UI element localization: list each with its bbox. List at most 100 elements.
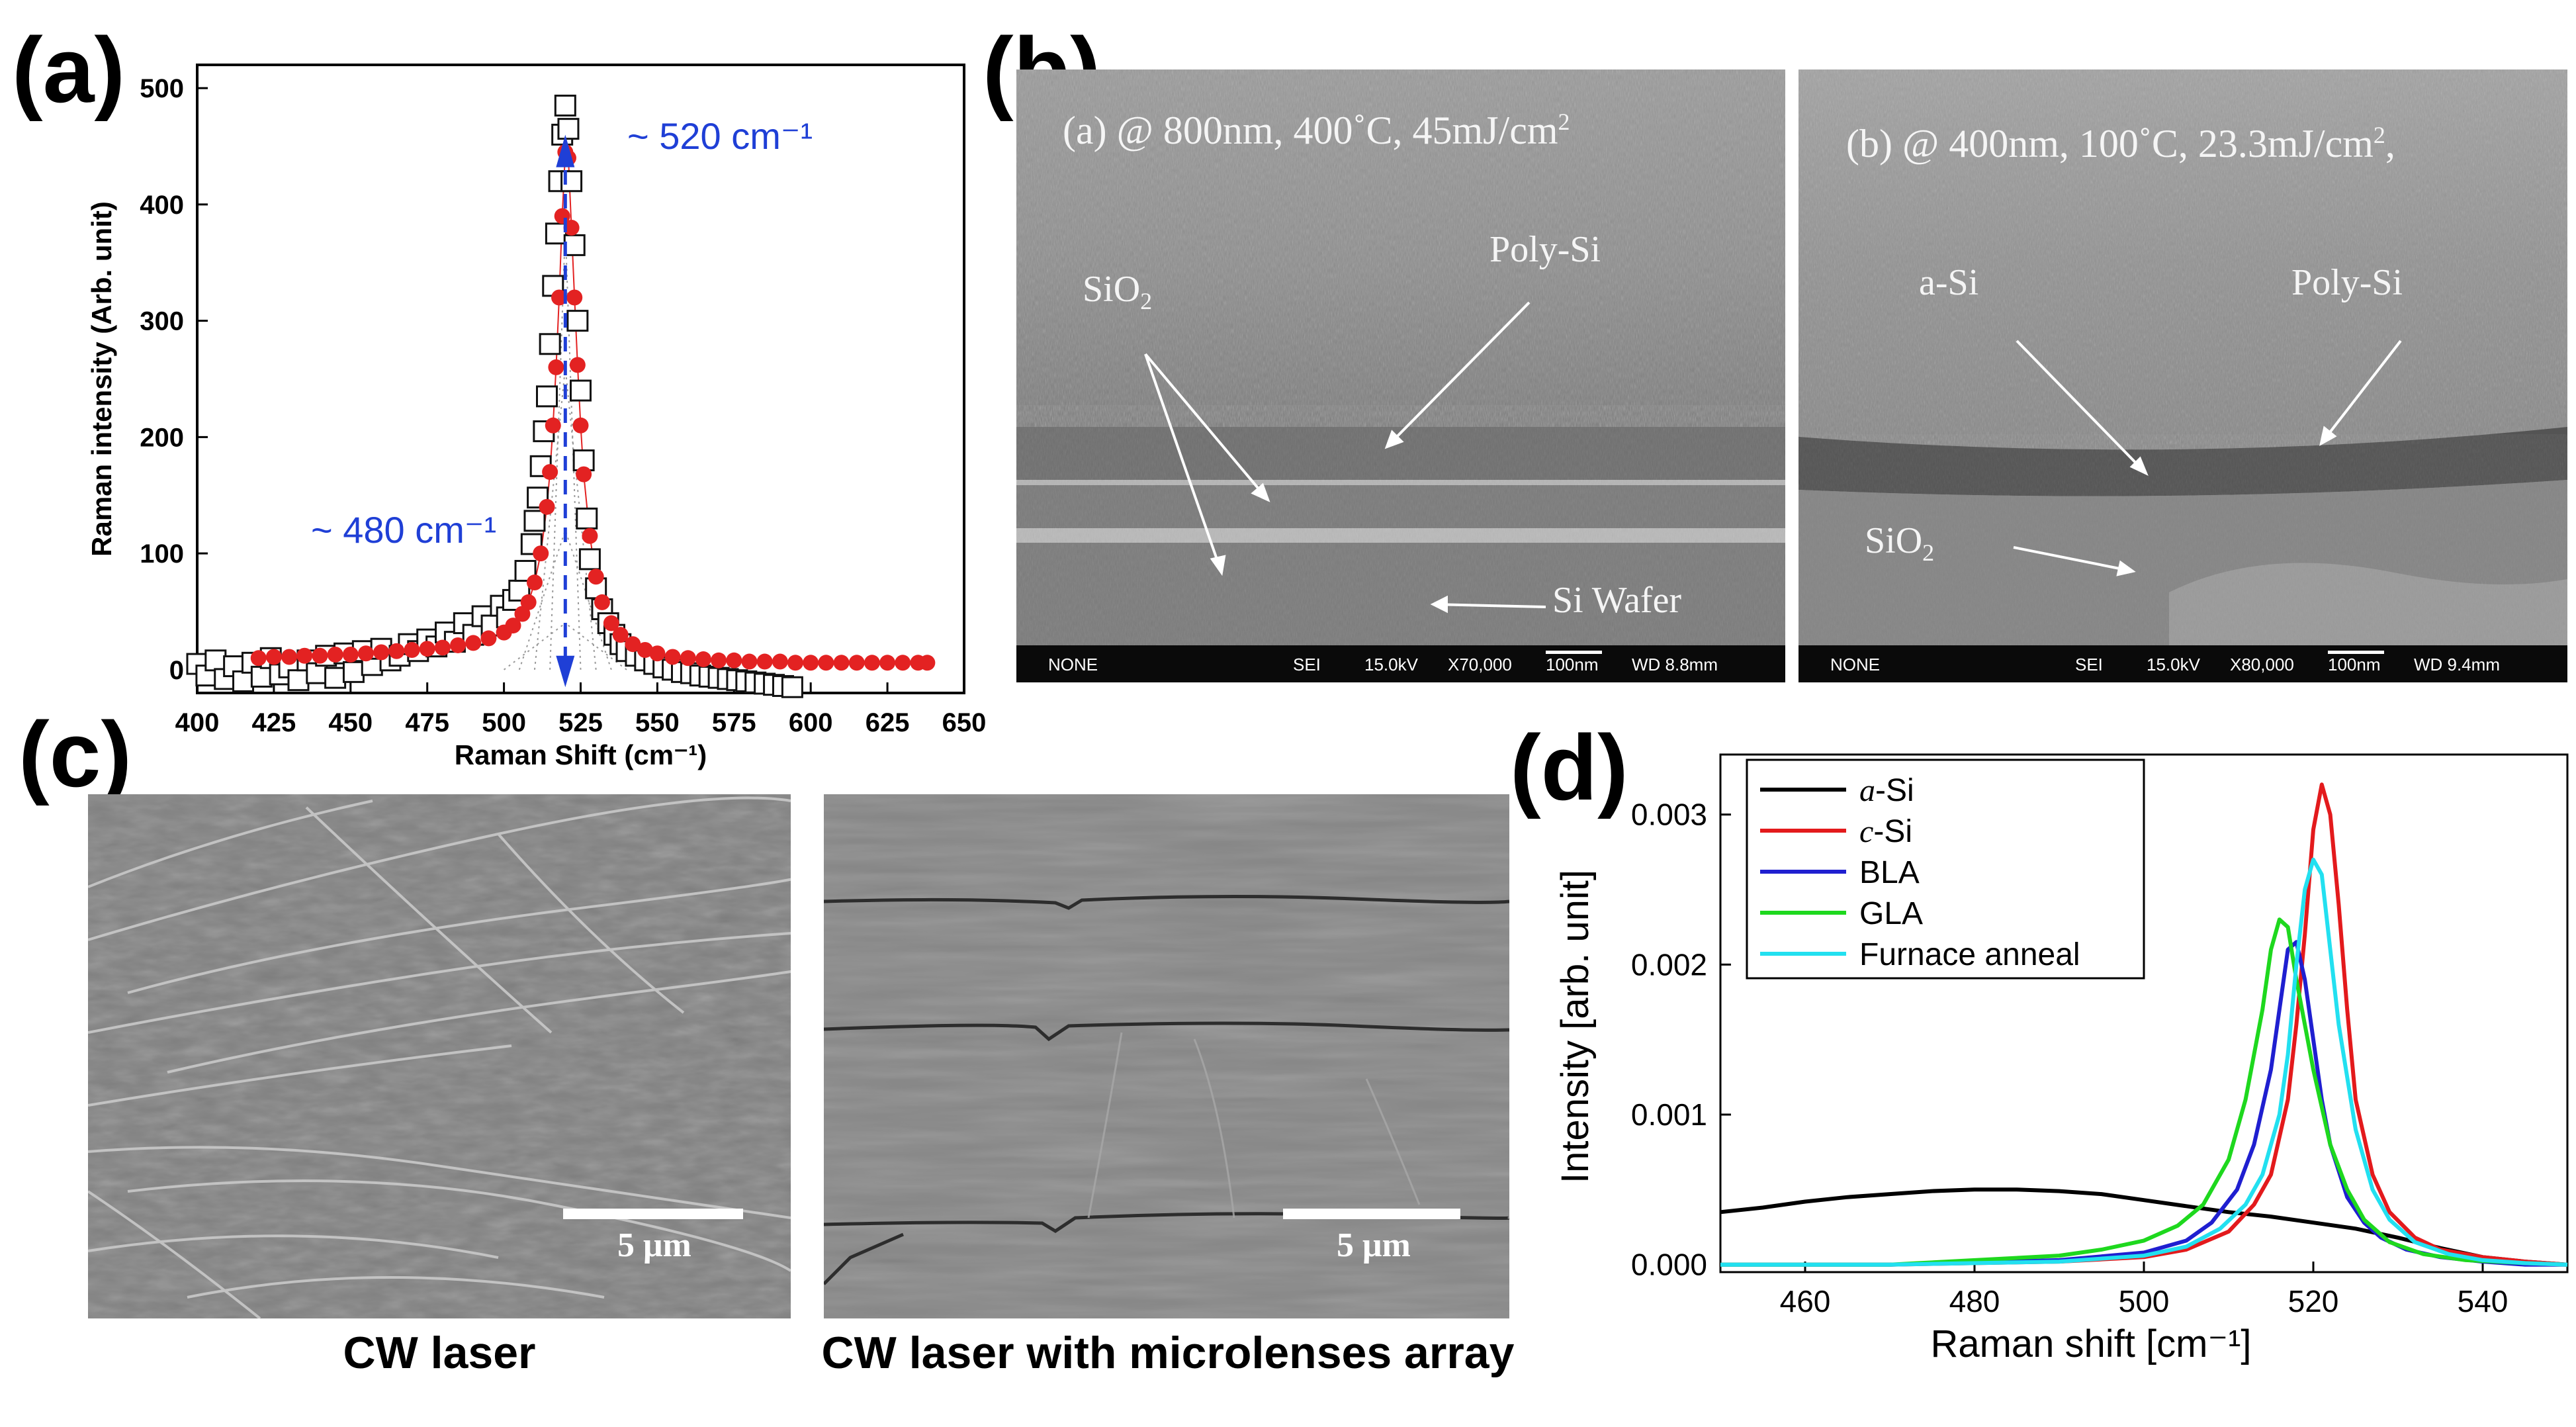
chart-a-red-point [419,641,435,657]
microlens-scale-label: 5 μm [1337,1226,1411,1264]
chart-d-legend-label: c-Si [1859,814,1912,849]
sem-left-voltage: 15.0kV [1364,655,1418,674]
chart-a-red-point [680,650,696,667]
sem-left-scale-bar [1546,651,1602,654]
sem-left-siwafer-label: Si Wafer [1552,580,1682,621]
chart-a-red-point [848,655,865,671]
chart-d-xtick-label: 520 [2288,1284,2339,1318]
chart-d-legend-label: BLA [1859,855,1920,890]
chart-a-xtick-label: 450 [328,708,373,737]
chart-d-ytick-label: 0.002 [1631,947,1707,982]
sem-right-title: (b) @ 400nm, 100˚C, 23.3mJ/cm2, [1846,122,2395,165]
chart-d-series-line [1720,917,2568,1267]
sem-right-detector: NONE [1830,655,1881,674]
chart-a-xtick-label: 625 [866,708,910,737]
chart-a-red-point [505,618,521,634]
cw-microlens-caption: CW laser with microlenses array [821,1328,1515,1378]
sem-right-info-bar: NONE SEI 15.0kV X80,000 100nm WD 9.4mm [1799,645,2567,682]
sem-image-cw-laser: 5 μm [88,794,791,1318]
microlens-scale-bar [1283,1209,1460,1219]
sem-left-title: (a) @ 800nm, 400˚C, 45mJ/cm2 [1063,109,1570,152]
chart-a-square-point [520,533,543,555]
chart-a-ylabel: Raman intensity (Arb. unit) [86,201,117,557]
chart-a-red-point [756,653,773,670]
chart-a-red-point [539,498,555,515]
chart-d-ytick-label: 0.000 [1631,1248,1707,1282]
sem-right-working-distance: WD 9.4mm [2414,655,2500,674]
chart-a-red-point [373,644,390,661]
chart-a-square-point [536,385,558,408]
chart-a-ytick-label: 200 [140,423,184,452]
chart-a-square-point [523,510,546,532]
sem-left-scale-label: 100nm [1546,655,1599,674]
chart-a-red-point [566,289,583,306]
panel-a-label: (a) [12,18,126,122]
chart-a-red-point [465,635,482,651]
chart-a-red-point [563,220,580,236]
chart-a-red-point [545,417,561,434]
chart-a-red-point [296,647,313,664]
chart-a-square-point [781,676,803,698]
chart-a-red-point [879,655,896,671]
chart-a-ytick-label: 100 [140,539,184,569]
chart-a-red-point [818,655,834,671]
chart-d-xtick-label: 460 [1780,1284,1831,1318]
chart-a-annotation-520: ~ 520 cm⁻¹ [627,115,813,157]
chart-a-red-point [582,528,598,544]
sem-right-magnification: X80,000 [2230,655,2294,674]
chart-a-square-point [232,670,255,692]
chart-a-red-point [787,655,804,671]
chart-d-xtick-label: 540 [2458,1284,2509,1318]
chart-a-red-point [533,545,549,562]
chart-a-red-point [864,655,880,671]
chart-a-ytick-label: 0 [169,656,184,685]
chart-a-red-point [803,655,819,671]
sem-right-asi-label: a-Si [1919,262,1979,303]
sem-left-info-bar: NONE SEI 15.0kV X70,000 100nm WD 8.8mm [1016,645,1785,682]
chart-a-square-point [342,661,365,683]
chart-a-red-point [576,466,592,483]
chart-a-red-point [569,357,586,373]
chart-a-red-point [572,417,589,434]
sem-left-magnification: X70,000 [1448,655,1512,674]
chart-d-legend-label: GLA [1859,896,1923,931]
chart-a-square-point [508,579,531,602]
chart-a-xtick-label: 400 [175,708,220,737]
chart-a-ytick-label: 400 [140,191,184,220]
chart-a-red-point [895,655,911,671]
chart-d-legend-label: Furnace anneal [1859,937,2080,972]
chart-a-xtick-label: 650 [942,708,987,737]
sem-left-polysi-label: Poly-Si [1489,229,1601,270]
chart-a-xtick-label: 575 [712,708,756,737]
chart-a-red-point [265,649,282,665]
chart-a-xtick-label: 475 [405,708,449,737]
chart-a-xtick-label: 550 [635,708,680,737]
chart-a-envelope-line [549,228,566,670]
chart-a-red-point [772,653,788,670]
chart-a-square-point [250,665,273,688]
chart-a-red-point [526,575,543,591]
chart-a-red-point [450,637,466,653]
panel-d-label: (d) [1510,715,1628,819]
chart-a-square-point [554,95,576,117]
cw-laser-caption: CW laser [343,1328,536,1378]
chart-a-red-point [637,641,653,658]
chart-a-red-point [664,649,681,665]
chart-a-red-point [711,652,727,668]
sem-left-mode: SEI [1293,655,1321,674]
chart-a-red-point [312,647,328,664]
chart-a-square-point [557,118,580,140]
chart-a-red-point [357,645,374,662]
chart-d-xlabel: Raman shift [cm⁻¹] [1930,1322,2251,1365]
chart-a-square-point [545,222,567,245]
chart-d-ylabel: Intensity [arb. unit] [1554,870,1597,1183]
chart-d-xtick-label: 500 [2119,1284,2170,1318]
chart-d-xtick-label: 480 [1949,1284,2000,1318]
chart-a-red-point [342,647,359,663]
chart-a-xtick-label: 600 [789,708,833,737]
chart-d-series-line [1720,857,2568,1267]
chart-d-series-line [1720,782,2568,1267]
sem-right-sio2-label: SiO2 [1865,520,1935,567]
chart-d-series-line [1720,940,2567,1267]
